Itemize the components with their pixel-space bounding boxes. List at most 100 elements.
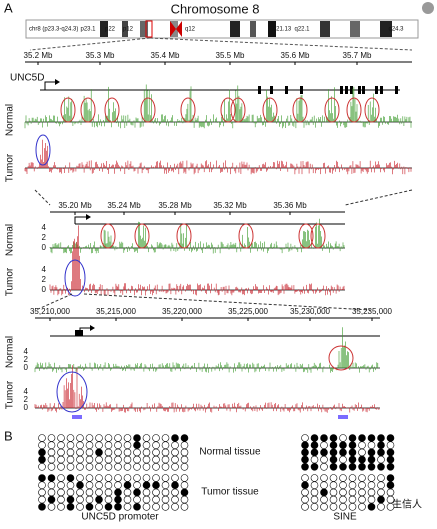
cpg-site <box>66 441 75 450</box>
cpg-site <box>320 455 328 464</box>
cpg-site <box>104 434 113 442</box>
y-tick-label: 4 <box>42 265 47 274</box>
cpg-site <box>386 462 395 471</box>
cpg-site <box>367 462 376 471</box>
cpg-site <box>152 434 160 442</box>
cpg-site <box>386 434 395 442</box>
cpg-site <box>377 441 385 450</box>
cpg-site <box>358 481 366 490</box>
cpg-site <box>301 455 309 464</box>
cpg-site <box>180 495 189 504</box>
cpg-site <box>38 481 46 490</box>
cpg-site <box>310 434 319 442</box>
cpg-site <box>47 448 56 457</box>
track-label: Normal <box>5 224 16 256</box>
watermark: 生信人 <box>392 498 422 511</box>
cpg-site <box>123 502 132 511</box>
ideogram-band <box>122 21 128 37</box>
highlight-circle <box>324 97 340 123</box>
y-tick-label: 2 <box>42 233 47 242</box>
cpg-site <box>358 448 366 457</box>
band-label: p12 <box>123 27 134 33</box>
cpg-site <box>104 502 113 511</box>
cpg-site <box>114 441 122 450</box>
cpg-site <box>66 434 75 442</box>
y-tick-label: 4 <box>24 387 29 396</box>
cpg-site <box>367 434 376 442</box>
ideogram-band <box>230 21 240 37</box>
cpg-site <box>142 481 151 490</box>
cpg-site <box>133 481 141 490</box>
cpg-site <box>348 462 357 471</box>
cpg-site <box>123 474 132 482</box>
cpg-site <box>301 502 309 511</box>
cpg-site <box>114 481 122 490</box>
tss-arrow <box>90 325 95 331</box>
cpg-site <box>320 481 328 490</box>
cpg-site <box>38 441 46 450</box>
cpg-site <box>47 462 56 471</box>
exon <box>358 86 361 94</box>
cpg-site <box>161 441 170 450</box>
gene-label: UNC5D <box>10 73 44 84</box>
cpg-site <box>114 474 122 482</box>
exon <box>362 86 365 94</box>
cpg-site <box>180 441 189 450</box>
y-tick-label: 0 <box>42 243 47 252</box>
cpg-site <box>377 502 385 511</box>
cpg-site <box>133 441 141 450</box>
ideogram-band <box>268 21 276 37</box>
cpg-site <box>133 455 141 464</box>
region-bar <box>72 415 82 419</box>
ideogram-band <box>250 21 256 37</box>
cpg-site <box>329 488 338 497</box>
tick-label: 35.2 Mb <box>24 51 53 60</box>
tss-arrow <box>55 79 60 85</box>
cpg-site <box>348 488 357 497</box>
tss <box>74 216 86 224</box>
cpg-site <box>152 481 160 490</box>
band-label: p22 <box>105 27 116 33</box>
highlight-circle <box>346 97 362 123</box>
cpg-site <box>171 455 179 464</box>
tss-arrow <box>86 214 91 220</box>
cpg-site <box>152 455 160 464</box>
cpg-site <box>386 448 395 457</box>
chromosome-title: Chromosome 8 <box>171 1 260 16</box>
cpg-site <box>38 434 46 442</box>
cpg-site <box>161 481 170 490</box>
cpg-site <box>339 462 347 471</box>
band-label: q12 <box>185 27 196 33</box>
band-label: q21.13 <box>273 27 292 33</box>
cpg-site <box>66 462 75 471</box>
cpg-site <box>114 455 122 464</box>
cpg-site <box>57 462 65 471</box>
cpg-site <box>310 474 319 482</box>
exon <box>270 86 273 94</box>
cpg-site <box>386 474 395 482</box>
cpg-site <box>85 462 94 471</box>
ideogram-band <box>100 21 108 37</box>
highlight-circle <box>176 223 192 249</box>
highlight-circle <box>310 223 326 249</box>
cpg-site <box>85 474 94 482</box>
highlight-circle <box>35 134 51 166</box>
cpg-site <box>47 474 56 482</box>
tick-label: 35.24 Mb <box>107 201 141 210</box>
cpg-site <box>180 502 189 511</box>
cpg-site <box>123 495 132 504</box>
cpg-site <box>310 495 319 504</box>
cpg-site <box>180 455 189 464</box>
cpg-site <box>142 434 151 442</box>
cpg-site <box>152 474 160 482</box>
cpg-site <box>123 455 132 464</box>
cpg-site <box>301 488 309 497</box>
cpg-site <box>47 441 56 450</box>
highlight-circle <box>100 223 116 249</box>
y-tick-label: 4 <box>24 347 29 356</box>
cpg-site <box>339 488 347 497</box>
tick-label: 35,225,000 <box>228 307 269 316</box>
exon <box>395 86 398 94</box>
cpg-site <box>320 441 328 450</box>
y-tick-label: 2 <box>24 355 29 364</box>
